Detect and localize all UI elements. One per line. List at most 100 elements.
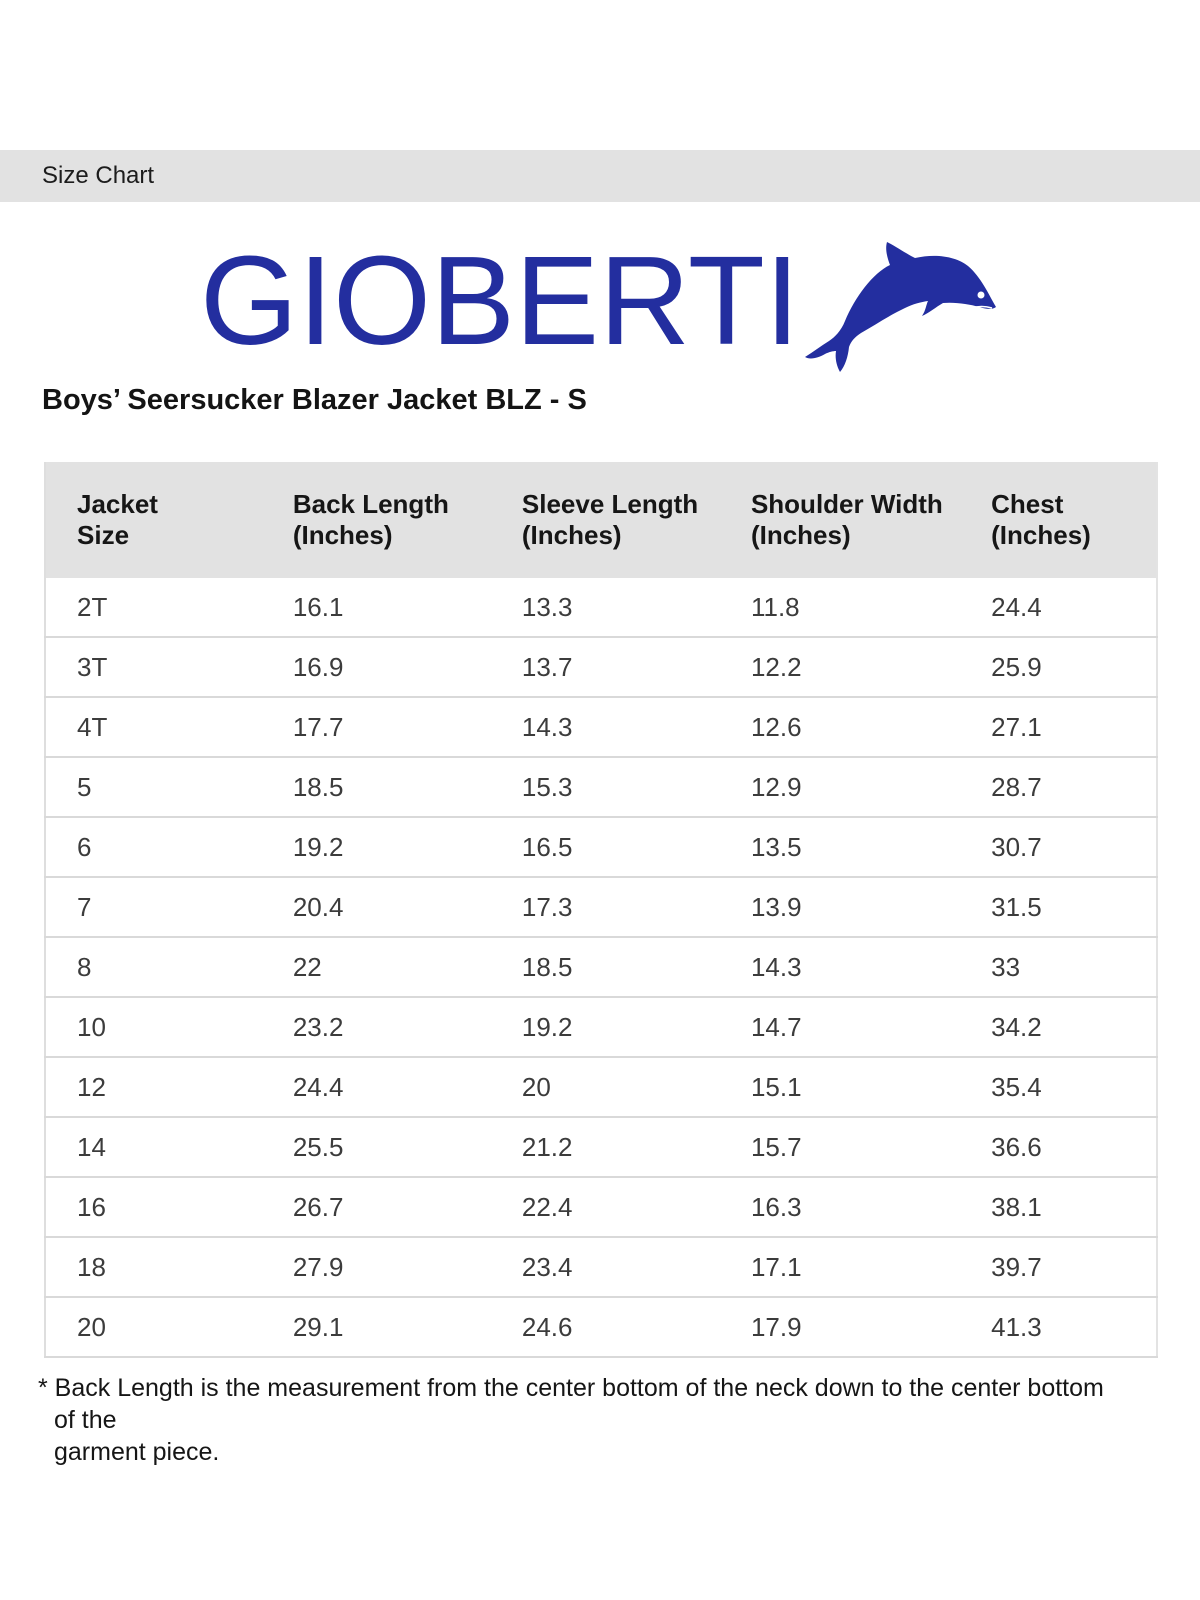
table-cell: 16.3 xyxy=(719,1177,961,1238)
table-cell: 17.1 xyxy=(719,1237,961,1298)
table-row: 3T 16.9 13.7 12.2 25.9 xyxy=(45,637,1157,698)
footnote: * Back Length is the measurement from th… xyxy=(38,1372,1124,1468)
table-cell: 17.3 xyxy=(490,877,720,938)
table-cell: 35.4 xyxy=(960,1057,1157,1118)
column-header: Back Length (Inches) xyxy=(261,462,491,578)
table-cell: 4T xyxy=(45,697,262,758)
table-cell: 16.5 xyxy=(490,817,720,878)
table-cell: 20 xyxy=(490,1057,720,1118)
table-cell: 20.4 xyxy=(261,877,491,938)
table-cell: 18.5 xyxy=(261,757,491,818)
table-cell: 33 xyxy=(960,937,1157,998)
column-header: Shoulder Width (Inches) xyxy=(719,462,961,578)
table-cell: 17.7 xyxy=(261,697,491,758)
table-cell: 14 xyxy=(45,1117,262,1178)
table-cell: 6 xyxy=(45,817,262,878)
table-cell: 13.3 xyxy=(490,578,720,638)
table-cell: 12.6 xyxy=(719,697,961,758)
column-header-line: (Inches) xyxy=(750,520,851,550)
table-row: 18 27.9 23.4 17.1 39.7 xyxy=(45,1237,1157,1298)
table-cell: 27.9 xyxy=(261,1237,491,1298)
column-header-line: Chest xyxy=(991,489,1064,519)
table-cell: 16 xyxy=(45,1177,262,1238)
table-cell: 14.3 xyxy=(490,697,720,758)
table-cell: 15.3 xyxy=(490,757,720,818)
dolphin-body xyxy=(805,242,996,372)
table-cell: 5 xyxy=(45,757,262,818)
table-cell: 38.1 xyxy=(960,1177,1157,1238)
table-row: 7 20.4 17.3 13.9 31.5 xyxy=(45,877,1157,938)
table-cell: 23.4 xyxy=(490,1237,720,1298)
table-cell: 20 xyxy=(45,1297,262,1358)
table-cell: 27.1 xyxy=(960,697,1157,758)
table-row: 20 29.1 24.6 17.9 41.3 xyxy=(45,1297,1157,1358)
table-cell: 39.7 xyxy=(960,1237,1157,1298)
table-cell: 29.1 xyxy=(261,1297,491,1358)
table-cell: 30.7 xyxy=(960,817,1157,878)
column-header: Sleeve Length (Inches) xyxy=(490,462,720,578)
table-row: 6 19.2 16.5 13.5 30.7 xyxy=(45,817,1157,878)
dolphin-eye xyxy=(977,291,985,299)
table-cell: 13.7 xyxy=(490,637,720,698)
footnote-line-1: * Back Length is the measurement from th… xyxy=(38,1374,1104,1434)
table-cell: 17.9 xyxy=(719,1297,961,1358)
table-cell: 31.5 xyxy=(960,877,1157,938)
table-cell: 13.9 xyxy=(719,877,961,938)
table-header-row: Jacket Size Back Length (Inches) Sleeve Leng… xyxy=(45,462,1157,578)
column-header: Chest (Inches) xyxy=(960,462,1157,578)
table-cell: 18 xyxy=(45,1237,262,1298)
size-chart-header-bar: Size Chart xyxy=(0,150,1200,202)
table-cell: 3T xyxy=(45,637,262,698)
table-cell: 13.5 xyxy=(719,817,961,878)
table-cell: 16.1 xyxy=(261,578,491,638)
table-cell: 8 xyxy=(45,937,262,998)
table-cell: 12.9 xyxy=(719,757,961,818)
size-chart-table: Jacket Size Back Length (Inches) Sleeve Leng… xyxy=(44,462,1158,1358)
table-header: Jacket Size Back Length (Inches) Sleeve Leng… xyxy=(45,462,1157,578)
column-header-line: Size xyxy=(77,520,130,550)
table-row: 4T 17.7 14.3 12.6 27.1 xyxy=(45,697,1157,758)
table-row: 8 22 18.5 14.3 33 xyxy=(45,937,1157,998)
table-cell: 14.3 xyxy=(719,937,961,998)
table-cell: 25.5 xyxy=(261,1117,491,1178)
table-cell: 26.7 xyxy=(261,1177,491,1238)
column-header-line: (Inches) xyxy=(521,520,622,550)
table-cell: 41.3 xyxy=(960,1297,1157,1358)
table-row: 12 24.4 20 15.1 35.4 xyxy=(45,1057,1157,1118)
table-cell: 10 xyxy=(45,997,262,1058)
column-header-line: Jacket xyxy=(77,489,158,519)
table-cell: 12 xyxy=(45,1057,262,1118)
table-cell: 16.9 xyxy=(261,637,491,698)
column-header-line: Shoulder Width xyxy=(750,489,943,519)
table-cell: 2T xyxy=(45,578,262,638)
column-header-line: (Inches) xyxy=(292,520,393,550)
table-cell: 15.1 xyxy=(719,1057,961,1118)
column-header-line: Sleeve Length xyxy=(521,489,699,519)
table-cell: 34.2 xyxy=(960,997,1157,1058)
column-header: Jacket Size xyxy=(45,462,262,578)
table-cell: 24.6 xyxy=(490,1297,720,1358)
product-title: Boys’ Seersucker Blazer Jacket BLZ - S xyxy=(42,384,587,416)
table-cell: 11.8 xyxy=(719,578,961,638)
column-header-line: Back Length xyxy=(292,489,449,519)
table-row: 2T 16.1 13.3 11.8 24.4 xyxy=(45,578,1157,638)
table-cell: 19.2 xyxy=(261,817,491,878)
table-cell: 22 xyxy=(261,937,491,998)
table-cell: 24.4 xyxy=(261,1057,491,1118)
table-cell: 15.7 xyxy=(719,1117,961,1178)
table-cell: 28.7 xyxy=(960,757,1157,818)
size-chart-label: Size Chart xyxy=(42,162,155,189)
table-cell: 23.2 xyxy=(261,997,491,1058)
footnote-line-2: garment piece. xyxy=(54,1438,220,1466)
dolphin-mouth-line xyxy=(971,305,993,309)
brand-logo-text: GIOBERTI xyxy=(200,230,800,371)
table-cell: 21.2 xyxy=(490,1117,720,1178)
table-row: 5 18.5 15.3 12.9 28.7 xyxy=(45,757,1157,818)
table-cell: 14.7 xyxy=(719,997,961,1058)
column-header-line: (Inches) xyxy=(991,520,1091,550)
table-cell: 19.2 xyxy=(490,997,720,1058)
table-row: 16 26.7 22.4 16.3 38.1 xyxy=(45,1177,1157,1238)
table-cell: 22.4 xyxy=(490,1177,720,1238)
table-cell: 25.9 xyxy=(960,637,1157,698)
